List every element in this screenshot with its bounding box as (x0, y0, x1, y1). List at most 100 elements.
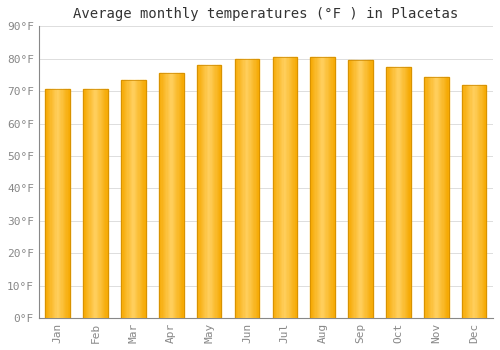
Bar (138, 80, 140, 318)
Bar (247, 59, 248, 318)
Bar (426, 77, 428, 318)
Bar (121, 80, 122, 318)
Bar (310, 57, 312, 318)
Bar (49, 90, 50, 318)
Bar (288, 57, 290, 318)
Bar (234, 59, 260, 318)
Bar (121, 80, 146, 318)
Bar (310, 57, 335, 318)
Bar (159, 73, 160, 318)
Bar (88, 90, 90, 318)
Bar (334, 57, 335, 318)
Bar (290, 57, 291, 318)
Bar (65, 90, 66, 318)
Bar (200, 65, 202, 318)
Bar (181, 73, 182, 318)
Bar (219, 65, 220, 318)
Bar (326, 57, 328, 318)
Bar (294, 57, 296, 318)
Bar (472, 85, 473, 318)
Bar (164, 73, 165, 318)
Bar (137, 80, 138, 318)
Bar (312, 57, 313, 318)
Bar (322, 57, 324, 318)
Bar (125, 80, 126, 318)
Bar (280, 57, 281, 318)
Bar (429, 77, 430, 318)
Bar (102, 90, 103, 318)
Bar (442, 77, 444, 318)
Bar (168, 73, 169, 318)
Bar (469, 85, 470, 318)
Bar (324, 57, 325, 318)
Bar (473, 85, 474, 318)
Bar (131, 80, 132, 318)
Bar (314, 57, 316, 318)
Bar (250, 59, 252, 318)
Bar (252, 59, 253, 318)
Bar (291, 57, 292, 318)
Bar (274, 57, 275, 318)
Bar (142, 80, 144, 318)
Bar (474, 85, 476, 318)
Bar (144, 80, 146, 318)
Bar (198, 65, 200, 318)
Bar (482, 85, 484, 318)
Bar (358, 60, 360, 318)
Bar (428, 77, 429, 318)
Bar (166, 73, 168, 318)
Bar (328, 57, 329, 318)
Bar (93, 90, 94, 318)
Bar (234, 59, 236, 318)
Bar (470, 85, 472, 318)
Bar (257, 59, 258, 318)
Bar (53, 90, 54, 318)
Bar (50, 90, 51, 318)
Bar (356, 60, 357, 318)
Bar (254, 59, 256, 318)
Bar (206, 65, 208, 318)
Bar (104, 90, 106, 318)
Bar (169, 73, 170, 318)
Bar (64, 90, 65, 318)
Bar (244, 59, 246, 318)
Bar (484, 85, 485, 318)
Bar (364, 60, 366, 318)
Bar (325, 57, 326, 318)
Bar (354, 60, 356, 318)
Bar (436, 77, 438, 318)
Bar (275, 57, 276, 318)
Bar (363, 60, 364, 318)
Bar (98, 90, 100, 318)
Bar (178, 73, 180, 318)
Bar (122, 80, 124, 318)
Bar (165, 73, 166, 318)
Bar (272, 57, 274, 318)
Bar (134, 80, 136, 318)
Bar (353, 60, 354, 318)
Bar (90, 90, 92, 318)
Bar (106, 90, 108, 318)
Bar (388, 67, 390, 318)
Bar (402, 67, 404, 318)
Bar (316, 57, 318, 318)
Bar (476, 85, 478, 318)
Bar (369, 60, 370, 318)
Bar (60, 90, 62, 318)
Bar (56, 90, 58, 318)
Bar (404, 67, 406, 318)
Bar (197, 65, 222, 318)
Bar (396, 67, 397, 318)
Bar (368, 60, 369, 318)
Bar (103, 90, 104, 318)
Bar (216, 65, 218, 318)
Bar (96, 90, 97, 318)
Bar (202, 65, 203, 318)
Bar (463, 85, 464, 318)
Bar (54, 90, 56, 318)
Bar (462, 85, 486, 318)
Bar (59, 90, 60, 318)
Bar (478, 85, 479, 318)
Bar (253, 59, 254, 318)
Bar (242, 59, 244, 318)
